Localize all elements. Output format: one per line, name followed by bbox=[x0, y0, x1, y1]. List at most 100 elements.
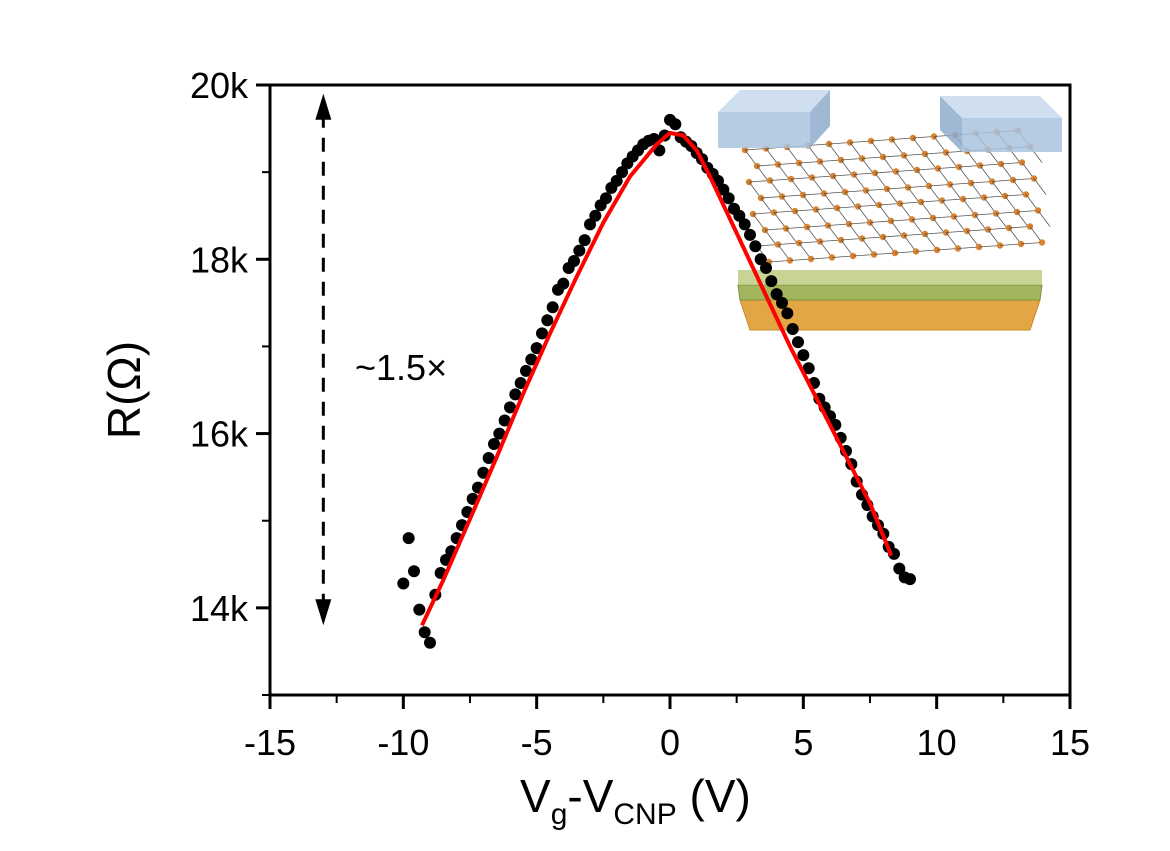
graphene-device-schematic bbox=[718, 90, 1062, 331]
lattice-bond bbox=[832, 174, 855, 177]
lattice-bond bbox=[815, 207, 838, 210]
data-point bbox=[525, 353, 538, 366]
lattice-bond bbox=[1033, 178, 1047, 195]
lattice-atom bbox=[1038, 239, 1046, 246]
lattice-bond bbox=[756, 164, 779, 167]
x-tick-label: 5 bbox=[793, 722, 813, 763]
lattice-bond bbox=[882, 155, 905, 158]
lattice-bond bbox=[777, 164, 791, 181]
data-point bbox=[760, 262, 772, 274]
data-point bbox=[488, 438, 500, 451]
lattice-bond bbox=[991, 181, 1005, 198]
lattice-bond bbox=[748, 180, 771, 183]
lattice-bond bbox=[798, 241, 821, 244]
lattice-bond bbox=[987, 149, 1001, 166]
lattice-bond bbox=[765, 148, 779, 165]
arrow-head-up bbox=[315, 93, 332, 120]
lattice-bond bbox=[983, 195, 1006, 198]
lattice-bond bbox=[1037, 210, 1051, 227]
data-point bbox=[402, 532, 415, 545]
lattice-bond bbox=[869, 222, 883, 239]
lattice-bond bbox=[831, 255, 854, 258]
lattice-bond bbox=[806, 226, 820, 244]
lattice-bond bbox=[891, 139, 905, 156]
lattice-bond bbox=[1021, 162, 1035, 179]
data-point bbox=[498, 414, 511, 427]
lattice-bond bbox=[777, 244, 791, 261]
lattice-bond bbox=[949, 184, 963, 201]
data-point bbox=[584, 218, 596, 231]
lattice-bond bbox=[987, 227, 1010, 230]
lattice-bond bbox=[777, 242, 800, 245]
lattice-bond bbox=[1004, 195, 1018, 213]
lattice-bond bbox=[936, 248, 959, 251]
lattice-bond bbox=[886, 188, 900, 206]
lattice-bond bbox=[802, 193, 825, 196]
lattice-bond bbox=[920, 201, 934, 219]
data-point bbox=[424, 636, 436, 649]
lattice-bond bbox=[853, 174, 867, 191]
lattice-bond bbox=[979, 165, 993, 182]
lattice-bond bbox=[882, 235, 905, 238]
data-point bbox=[568, 255, 580, 268]
lattice-bond bbox=[790, 178, 804, 196]
lattice-bond bbox=[903, 155, 917, 172]
lattice-bond bbox=[828, 143, 842, 161]
lattice-bond bbox=[865, 190, 879, 207]
lattice-bond bbox=[966, 230, 980, 248]
data-point bbox=[744, 228, 756, 241]
lattice-bond bbox=[878, 203, 901, 206]
data-point bbox=[589, 209, 602, 222]
data-point bbox=[754, 253, 767, 266]
lattice-bond bbox=[962, 197, 985, 200]
x-tick-label: 10 bbox=[917, 722, 957, 763]
data-point bbox=[600, 192, 612, 205]
lattice-bond bbox=[916, 168, 939, 171]
lattice-bond bbox=[764, 228, 787, 231]
lattice-bond bbox=[777, 162, 800, 165]
data-point bbox=[482, 451, 495, 464]
lattice-bond bbox=[899, 201, 922, 204]
lattice-bond bbox=[785, 226, 808, 229]
lattice-bond bbox=[873, 252, 896, 255]
lattice-bond bbox=[806, 225, 829, 228]
lattice-bond bbox=[849, 140, 872, 143]
dielectric-top bbox=[738, 270, 1042, 285]
lattice-bond bbox=[861, 238, 875, 255]
data-point bbox=[893, 562, 906, 575]
data-point bbox=[546, 301, 559, 314]
lattice-bond bbox=[953, 214, 976, 217]
lattice-bond bbox=[789, 258, 812, 261]
lattice-bond bbox=[823, 193, 837, 210]
lattice-bond bbox=[760, 196, 783, 199]
y-axis-title: R(Ω) bbox=[98, 341, 150, 439]
data-point bbox=[557, 277, 570, 290]
data-point bbox=[765, 275, 778, 288]
x-tick-label: 15 bbox=[1050, 722, 1090, 763]
arrow-head-down bbox=[315, 599, 332, 626]
y-axis-tick-labels: 14k 16k 18k 20k bbox=[190, 65, 249, 629]
lattice-bond bbox=[748, 181, 762, 199]
data-point bbox=[578, 234, 591, 247]
lattice-bond bbox=[949, 182, 972, 185]
lattice-bond bbox=[912, 136, 935, 139]
lattice-bond bbox=[849, 142, 863, 159]
lattice-bond bbox=[874, 171, 897, 174]
lattice-bond bbox=[844, 190, 867, 193]
lattice-bond bbox=[819, 239, 842, 242]
lattice-bond bbox=[1000, 163, 1014, 181]
ratio-annotation: ~1.5× bbox=[355, 347, 447, 388]
left-contact bbox=[718, 90, 830, 148]
lattice-bond bbox=[802, 194, 816, 212]
lattice-bond bbox=[924, 232, 947, 235]
data-point bbox=[418, 626, 431, 639]
lattice-bond bbox=[915, 249, 938, 252]
lattice-bond bbox=[874, 172, 888, 190]
lattice-bond bbox=[970, 182, 984, 200]
lattice-bond bbox=[924, 233, 938, 251]
lattice-bond bbox=[945, 152, 959, 169]
lattice-bond bbox=[979, 163, 1002, 166]
range-double-arrow bbox=[315, 93, 332, 626]
lattice-bond bbox=[852, 254, 875, 257]
lattice-bond bbox=[769, 180, 783, 197]
